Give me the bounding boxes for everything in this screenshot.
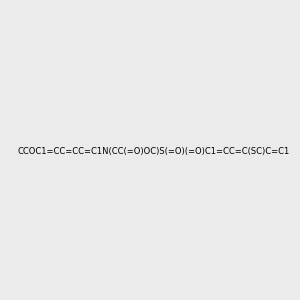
Text: CCOC1=CC=CC=C1N(CC(=O)OC)S(=O)(=O)C1=CC=C(SC)C=C1: CCOC1=CC=CC=C1N(CC(=O)OC)S(=O)(=O)C1=CC=… [18,147,290,156]
